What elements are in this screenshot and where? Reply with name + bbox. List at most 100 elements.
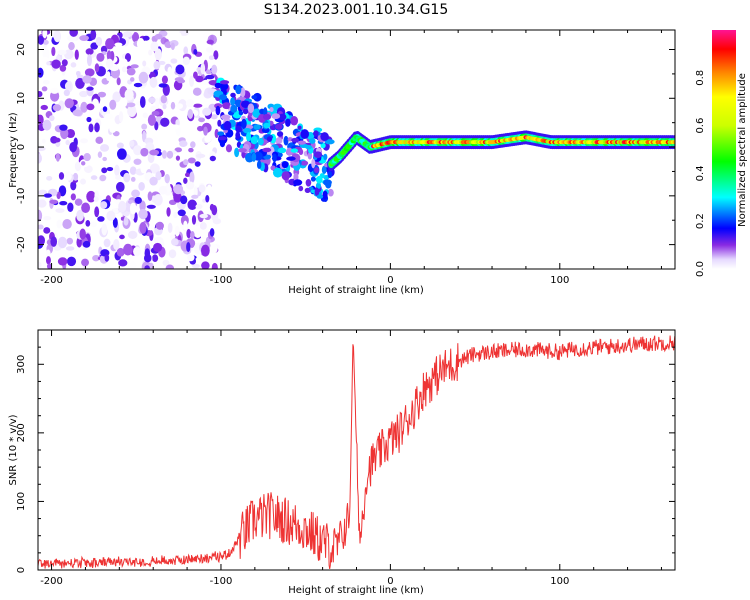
spectrogram-cell bbox=[46, 263, 52, 269]
spectrogram-cell bbox=[158, 83, 168, 88]
spectrogram-cell bbox=[130, 261, 137, 269]
spectrogram-cell bbox=[55, 208, 65, 213]
spectrogram-cell bbox=[176, 103, 184, 109]
spectrogram-cell bbox=[314, 167, 320, 173]
spectrogram-cell bbox=[173, 184, 184, 195]
x-tick-label: 100 bbox=[550, 275, 569, 286]
spectrogram-cell bbox=[38, 209, 43, 222]
spectrogram-cell bbox=[234, 147, 240, 158]
spectrogram-cell bbox=[304, 187, 311, 193]
spectrogram-cell bbox=[162, 259, 170, 266]
spectrogram-cell bbox=[147, 114, 156, 126]
spectrogram-cell bbox=[45, 249, 51, 257]
spectrogram-cell bbox=[253, 124, 261, 130]
spectrogram-cell bbox=[104, 113, 114, 120]
spectrogram-cell bbox=[70, 193, 76, 201]
spectrogram-cell bbox=[115, 181, 125, 193]
spectrogram-cell bbox=[56, 191, 61, 200]
spectrogram-cell bbox=[194, 161, 201, 167]
spectrogram-cell bbox=[149, 149, 160, 156]
colorbar: 0.0 0.2 0.4 0.6 0.8 Normalized spectral ampl… bbox=[695, 30, 748, 277]
spectrogram-cell bbox=[62, 218, 72, 230]
spectrogram-cell bbox=[242, 108, 249, 115]
spectrogram-cell bbox=[230, 104, 238, 113]
spectrogram-cell bbox=[43, 193, 53, 198]
spectrogram-cell bbox=[93, 196, 99, 202]
spectrogram-cell bbox=[182, 56, 191, 66]
spectrogram-cell bbox=[310, 176, 316, 182]
spectrogram-cell bbox=[151, 110, 160, 116]
spectrogram-cell bbox=[123, 243, 133, 256]
snr-y-label: SNR (10 * v/v) bbox=[8, 414, 19, 485]
spectrogram-cell bbox=[209, 203, 215, 212]
spectrogram-cell bbox=[102, 156, 108, 162]
spectrogram-cell bbox=[126, 102, 136, 108]
spectrogram-cell bbox=[198, 184, 206, 193]
spectrogram-cell bbox=[165, 264, 174, 269]
spectrogram-cell bbox=[309, 138, 316, 144]
spectrogram-cell bbox=[166, 207, 171, 217]
spectrogram-cell bbox=[213, 50, 219, 60]
spectrogram-cell bbox=[200, 62, 206, 75]
spectrogram-cell bbox=[238, 148, 247, 153]
spectrogram-cell bbox=[86, 54, 92, 67]
spectrogram-cell bbox=[75, 70, 81, 77]
spectrogram-cell bbox=[130, 64, 139, 69]
spectrogram-cell bbox=[59, 64, 67, 72]
spectrogram-cell bbox=[291, 137, 299, 143]
spectrogram-cell bbox=[150, 41, 159, 52]
spectrogram-cell bbox=[262, 147, 272, 153]
y-tick-label: 200 bbox=[16, 423, 27, 442]
spectrogram-cell bbox=[241, 100, 251, 109]
spectrogram-x-ticks: -200 -100 0 100 bbox=[40, 30, 662, 286]
colorbar-label: Normalized spectral amplitude bbox=[737, 73, 748, 227]
spectrogram-cell bbox=[116, 77, 121, 86]
spectrogram-cell bbox=[109, 99, 117, 110]
spectrogram-cell bbox=[327, 188, 334, 197]
spectrogram-cell bbox=[241, 118, 247, 129]
spectrogram-cell bbox=[147, 191, 153, 201]
spectrogram-cell bbox=[101, 223, 108, 236]
spectrogram-cell bbox=[170, 58, 178, 64]
spectrogram-cell bbox=[272, 167, 283, 178]
spectrogram-cell bbox=[174, 147, 182, 153]
colorbar-tick-label: 0.2 bbox=[695, 213, 706, 229]
spectrogram-cell bbox=[183, 159, 189, 166]
spectrogram-cell bbox=[83, 165, 93, 174]
spectrogram-cell bbox=[106, 71, 111, 82]
spectrogram-cell bbox=[46, 175, 53, 181]
spectrogram-cell bbox=[69, 142, 78, 153]
spectrogram-cell bbox=[275, 137, 283, 145]
spectrogram-cell bbox=[38, 91, 43, 98]
spectrogram-cell bbox=[222, 102, 231, 110]
spectrogram-cell bbox=[293, 179, 303, 186]
spectrogram-cell bbox=[75, 78, 85, 89]
spectrogram-cell bbox=[86, 116, 92, 123]
spectrogram-cell bbox=[41, 47, 47, 53]
spectrogram-cell bbox=[220, 114, 231, 120]
spectrogram-cell bbox=[191, 214, 197, 225]
spectrogram-cell bbox=[209, 155, 216, 162]
spectrogram-cell bbox=[64, 82, 72, 90]
spectrogram-cell bbox=[72, 109, 83, 117]
spectrogram-cell bbox=[133, 145, 143, 156]
spectrogram-cell bbox=[171, 238, 179, 246]
spectrogram-cell bbox=[70, 180, 77, 191]
spectrogram-cell bbox=[81, 202, 91, 214]
spectrogram-cell bbox=[209, 243, 218, 254]
spectrogram-cell bbox=[200, 244, 210, 257]
spectrogram-cell bbox=[154, 48, 163, 61]
spectrogram-cell bbox=[104, 254, 110, 262]
spectrogram-cell bbox=[238, 110, 244, 116]
spectrogram-cell bbox=[90, 175, 98, 180]
spectrogram-cell bbox=[209, 228, 215, 237]
spectrogram-cell bbox=[230, 97, 236, 106]
spectrogram-cell bbox=[112, 91, 121, 103]
spectrogram-cell bbox=[46, 61, 51, 66]
spectrogram-cell bbox=[58, 185, 67, 197]
spectrogram-cell bbox=[109, 124, 117, 133]
spectrogram-cell bbox=[240, 87, 246, 98]
spectrogram-cell bbox=[168, 249, 177, 259]
spectrogram-cell bbox=[257, 137, 264, 146]
